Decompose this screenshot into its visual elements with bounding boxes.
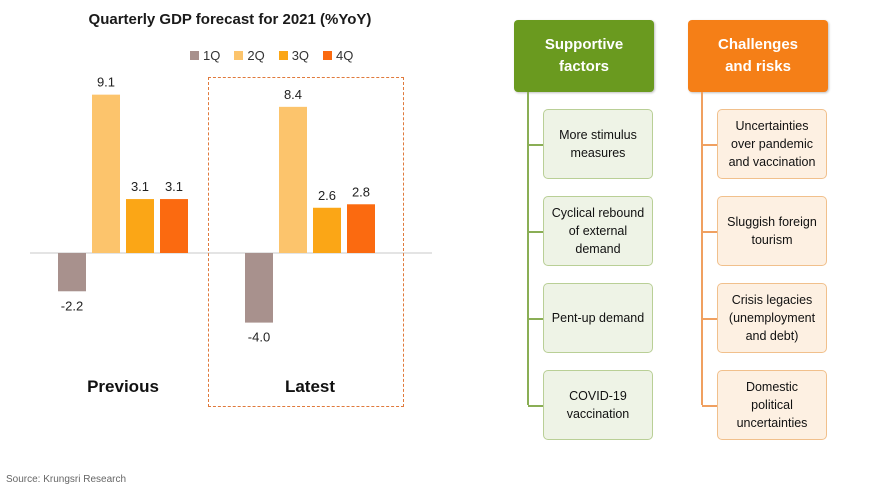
- data-label-latest-3q: 2.6: [318, 188, 336, 203]
- risk-card-text: uncertainties: [736, 416, 808, 430]
- risk-card-4: Domestic political uncertainties: [717, 370, 827, 440]
- risk-card-text: tourism: [751, 233, 793, 247]
- risk-card-2: Sluggish foreign tourism: [717, 196, 827, 266]
- category-label-latest: Latest: [285, 377, 335, 396]
- risk-card-text: (unemployment: [728, 311, 816, 325]
- risk-branch-line: [702, 144, 718, 146]
- risks-header-line2: and risks: [725, 58, 791, 75]
- legend-item-4q: 4Q: [323, 48, 353, 63]
- risks-header-line1: Challenges: [717, 36, 799, 53]
- legend-item-2q: 2Q: [234, 48, 265, 63]
- supportive-factors-header: Supportive factors: [514, 20, 654, 92]
- risk-card-3: Crisis legacies (unemployment and debt): [717, 283, 827, 353]
- supportive-card-4: COVID-19 vaccination: [543, 370, 653, 440]
- challenges-risks-header: Challenges and risks: [688, 20, 828, 92]
- supportive-card-2: Cyclical rebound of external demand: [543, 196, 653, 266]
- data-label-latest-2q: 8.4: [284, 87, 302, 102]
- risk-card-text: Domestic: [745, 380, 799, 394]
- supportive-header-line1: Supportive: [544, 36, 624, 53]
- bar-latest-2q: [279, 106, 307, 253]
- legend-label: 2Q: [247, 48, 265, 63]
- supportive-tree-trunk: [527, 92, 529, 405]
- legend-swatch: [323, 51, 333, 60]
- risk-card-text: Uncertainties: [735, 119, 809, 133]
- supportive-card-text: Cyclical rebound: [551, 206, 645, 220]
- data-label-previous-3q: 3.1: [131, 179, 149, 194]
- legend-label: 4Q: [336, 48, 354, 63]
- legend-swatch: [278, 51, 288, 60]
- supportive-branch-line: [528, 405, 544, 407]
- risks-tree-trunk: [701, 92, 703, 405]
- bar-latest-4q: [347, 204, 375, 253]
- data-label-previous-1q: -2.2: [61, 298, 83, 313]
- risk-card-text: political: [751, 398, 793, 412]
- data-label-previous-4q: 3.1: [165, 179, 183, 194]
- data-label-latest-4q: 2.8: [352, 184, 370, 199]
- supportive-card-3: Pent-up demand: [543, 283, 653, 353]
- bar-latest-3q: [313, 207, 341, 253]
- category-label-previous: Previous: [87, 377, 159, 396]
- supportive-card-text: COVID-19: [569, 389, 627, 403]
- bar-previous-3q: [126, 199, 154, 253]
- supportive-branch-line: [528, 231, 544, 233]
- legend-label: 3Q: [291, 48, 310, 63]
- legend-swatch: [190, 51, 199, 60]
- legend-item-1q: 1Q: [190, 48, 220, 63]
- risk-branch-line: [702, 318, 718, 320]
- supportive-card-text: vaccination: [566, 407, 630, 421]
- supportive-branch-line: [528, 318, 544, 320]
- risk-card-text: Sluggish foreign: [727, 215, 817, 229]
- supportive-card-text: Pent-up demand: [551, 311, 645, 325]
- supportive-card-text: of external: [568, 224, 628, 238]
- risk-card-text: Crisis legacies: [731, 293, 813, 307]
- bar-chart: -2.2 9.1 3.1 3.1 Previous -4.0 8.4 2.6 2.8 Latest: [30, 75, 432, 396]
- bar-previous-1q: [58, 253, 86, 292]
- source-note: Source: Krungsri Research: [6, 474, 127, 485]
- risk-branch-line: [702, 405, 718, 407]
- legend-item-3q: 3Q: [278, 48, 310, 63]
- legend-label: 1Q: [203, 48, 221, 63]
- data-label-latest-1q: -4.0: [248, 330, 270, 345]
- supportive-card-text: demand: [575, 242, 621, 256]
- risk-card-text: and vaccination: [728, 155, 816, 169]
- risk-card-1: Uncertainties over pandemic and vaccinatio…: [717, 109, 827, 179]
- risk-card-text: over pandemic: [731, 137, 813, 151]
- bar-previous-4q: [160, 199, 188, 253]
- latest-highlight-box: [208, 77, 404, 407]
- chart-legend: 1Q 2Q 3Q 4Q: [190, 48, 353, 63]
- supportive-card-1: More stimulus measures: [543, 109, 653, 179]
- bar-previous-2q: [92, 94, 120, 253]
- supportive-header-line2: factors: [558, 58, 610, 75]
- risk-card-text: and debt): [745, 329, 799, 343]
- legend-swatch: [234, 51, 244, 60]
- supportive-branch-line: [528, 144, 544, 146]
- risk-branch-line: [702, 231, 718, 233]
- bar-latest-1q: [245, 253, 273, 323]
- supportive-card-text: measures: [570, 146, 626, 160]
- data-label-previous-2q: 9.1: [97, 75, 115, 90]
- chart-title: Quarterly GDP forecast for 2021 (%YoY): [88, 11, 372, 28]
- supportive-card-text: More stimulus: [559, 128, 637, 142]
